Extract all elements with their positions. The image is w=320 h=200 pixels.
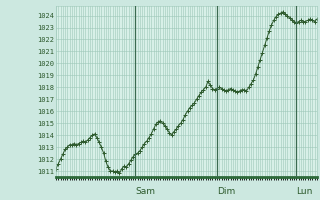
Text: Lun: Lun <box>296 187 313 196</box>
Text: Dim: Dim <box>217 187 235 196</box>
Text: Sam: Sam <box>135 187 156 196</box>
